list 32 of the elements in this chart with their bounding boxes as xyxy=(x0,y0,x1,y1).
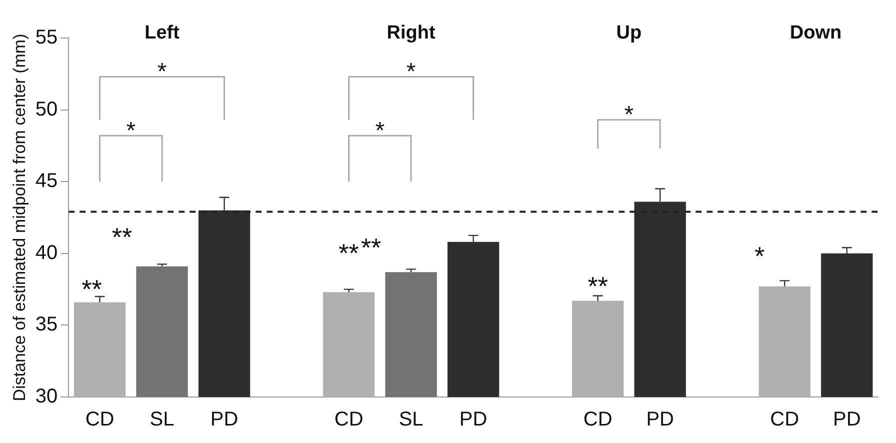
x-tick-label: PD xyxy=(210,408,238,431)
annotation: ** xyxy=(82,274,102,304)
x-tick-label: CD xyxy=(770,408,800,431)
annotation: * xyxy=(754,240,765,271)
annotation: * xyxy=(126,117,136,144)
annotation: ** xyxy=(360,232,382,262)
annotation: * xyxy=(157,58,167,86)
annotation: ** xyxy=(588,271,608,302)
annotation: Right xyxy=(386,22,436,44)
annotation: Left xyxy=(144,22,180,44)
y-tick-label: 55 xyxy=(35,26,58,49)
annotation: Up xyxy=(616,22,642,44)
annotation: ** xyxy=(338,238,359,268)
annotation: Down xyxy=(790,22,842,44)
y-tick-label: 50 xyxy=(35,98,58,120)
x-tick-label: CD xyxy=(334,408,364,431)
x-tick-label: PD xyxy=(646,408,674,431)
y-axis-title: Distance of estimated midpoint from center (mm) xyxy=(10,34,29,402)
x-tick-label: PD xyxy=(459,408,488,431)
y-tick-label: 30 xyxy=(35,386,58,408)
x-tick-label: CD xyxy=(583,408,612,431)
x-tick-label: PD xyxy=(832,408,861,431)
y-tick-label: 45 xyxy=(35,170,58,192)
annotation: * xyxy=(406,58,416,86)
annotation: ** xyxy=(112,222,132,252)
x-tick-label: SL xyxy=(398,408,424,431)
y-tick-label: 40 xyxy=(35,242,58,264)
annotation: * xyxy=(375,117,385,144)
x-tick-label: SL xyxy=(150,408,174,431)
annotation: * xyxy=(624,101,634,128)
x-tick-label: CD xyxy=(85,408,114,431)
y-tick-label: 35 xyxy=(35,314,58,336)
